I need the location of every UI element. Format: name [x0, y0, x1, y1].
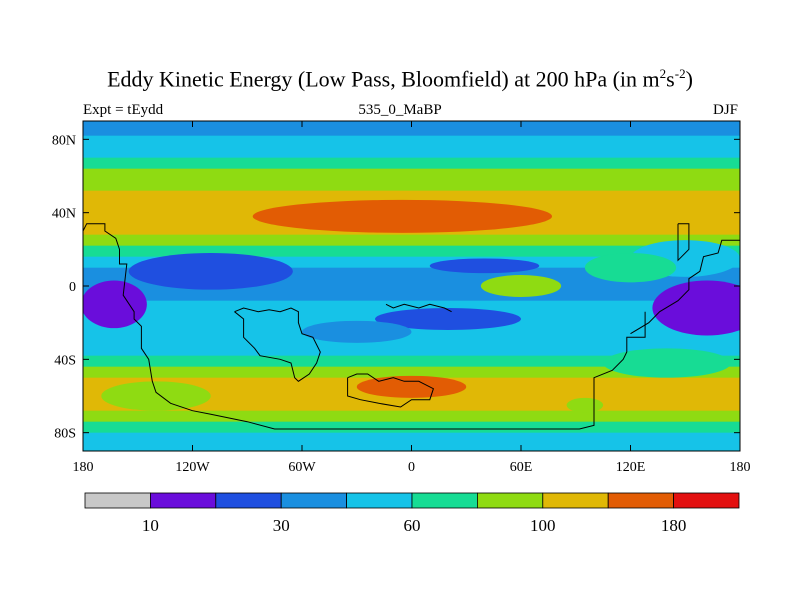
x-tick-label: 60W: [288, 460, 316, 475]
field-band: [83, 179, 740, 192]
field-band: [83, 399, 740, 412]
y-tick-label: 80N: [52, 133, 76, 148]
y-tick-label: 40N: [52, 207, 76, 222]
coastlines: [83, 223, 740, 430]
coastline-japan: [677, 223, 690, 262]
field-anomaly: [584, 252, 677, 283]
field-band: [83, 190, 740, 203]
x-tick-label: 120E: [616, 460, 646, 475]
y-tick-label: 40S: [54, 353, 76, 368]
field-band: [83, 355, 740, 368]
field-band: [83, 278, 740, 291]
x-tick-label: 120W: [175, 460, 210, 475]
field-band: [83, 267, 740, 280]
season-label: DJF: [712, 102, 738, 118]
coastline-africa: [234, 307, 321, 382]
colorbar-box: [673, 492, 740, 509]
coastline-pacific-east: [630, 239, 740, 335]
experiment-label: Expt = tEydd: [83, 102, 164, 118]
subtitle: 535_0_MaBP: [358, 102, 442, 118]
colorbar-box: [607, 492, 675, 509]
contour-field: [83, 121, 740, 451]
chart-title: Eddy Kinetic Energy (Low Pass, Bloomfiel…: [107, 66, 693, 92]
field-band: [83, 333, 740, 346]
coastline-australia: [347, 373, 435, 408]
field-band: [83, 168, 740, 181]
field-band: [83, 135, 740, 148]
field-anomaly: [480, 275, 562, 297]
field-band: [83, 366, 740, 379]
colorbar: 10 30 60 100 180: [84, 492, 740, 535]
field-band: [83, 421, 740, 434]
colorbar-box: [542, 492, 609, 509]
field-anomaly: [566, 397, 604, 413]
field-band: [83, 289, 740, 302]
field-anomaly: [252, 199, 553, 233]
field-band: [83, 234, 740, 247]
field-band: [83, 344, 740, 357]
colorbar-box: [84, 492, 151, 509]
field-anomaly: [101, 381, 211, 411]
colorbar-box: [149, 492, 217, 509]
field-anomaly: [429, 258, 540, 274]
field-band: [83, 157, 740, 170]
colorbar-label: 60: [404, 516, 421, 535]
colorbar-box: [280, 492, 348, 509]
colorbar-box: [411, 492, 478, 509]
y-tick-label: 0: [69, 280, 76, 295]
field-anomaly: [356, 375, 467, 398]
colorbar-box: [346, 492, 413, 509]
x-tick-label: 60E: [510, 460, 533, 475]
colorbar-label: 100: [530, 516, 556, 535]
coastline-americas: [83, 223, 646, 430]
field-band: [83, 121, 740, 137]
x-tick-label: 180: [730, 460, 751, 475]
y-tick-label: 80S: [54, 427, 76, 442]
colorbar-label: 180: [661, 516, 687, 535]
x-tick-label: 180: [73, 460, 94, 475]
field-band: [83, 146, 740, 159]
colorbar-box: [476, 492, 544, 509]
field-anomaly: [83, 280, 147, 329]
field-band: [83, 256, 740, 269]
field-band: [83, 245, 740, 258]
colorbar-label: 10: [142, 516, 159, 535]
field-anomaly: [375, 308, 521, 330]
colorbar-label: 30: [273, 516, 290, 535]
field-anomaly: [652, 280, 740, 336]
axes: 180 120W 60W 0 60E 120E 180 80N 40N 0 40S 80S: [52, 121, 751, 475]
field-anomaly: [603, 348, 731, 378]
x-tick-label: 0: [408, 460, 415, 475]
field-band: [83, 410, 740, 423]
coastline-asia-islands: [385, 303, 452, 313]
field-anomaly: [128, 253, 293, 290]
field-anomaly: [302, 320, 412, 343]
colorbar-box: [215, 492, 282, 509]
field-band: [83, 432, 740, 445]
